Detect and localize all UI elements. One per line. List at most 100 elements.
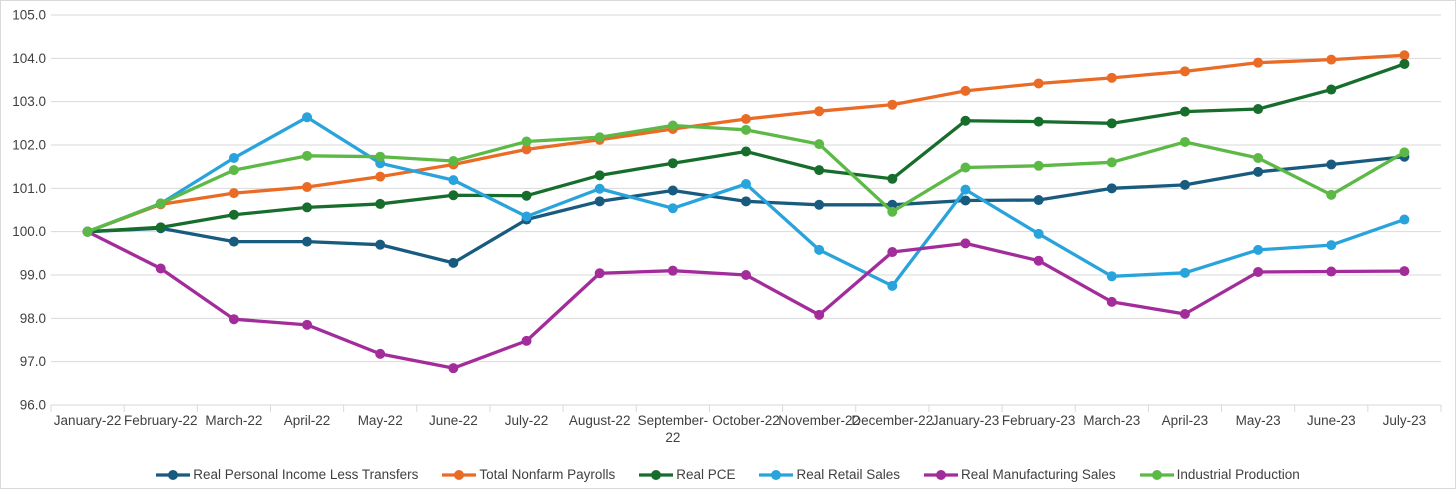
data-point-real-pce[interactable] (521, 190, 532, 201)
series-line-industrial-production[interactable] (85, 123, 1407, 234)
data-point-real-manufacturing-sales[interactable] (448, 363, 459, 374)
data-point-real-retail-sales[interactable] (1253, 244, 1264, 255)
data-point-industrial-production[interactable] (594, 132, 605, 143)
data-point-real-personal-income-less-transfers[interactable] (741, 196, 751, 207)
data-point-real-retail-sales[interactable] (521, 211, 532, 222)
data-point-total-nonfarm-payrolls[interactable] (960, 85, 971, 96)
data-point-real-personal-income-less-transfers[interactable] (667, 185, 678, 196)
legend-item-real-retail-sales[interactable]: Real Retail Sales (759, 467, 900, 482)
data-point-real-pce[interactable] (302, 202, 313, 213)
data-point-real-manufacturing-sales[interactable] (1179, 309, 1190, 319)
data-point-real-manufacturing-sales[interactable] (1033, 255, 1044, 266)
data-point-real-pce[interactable] (228, 209, 239, 220)
data-point-industrial-production[interactable] (741, 124, 751, 135)
data-point-industrial-production[interactable] (1253, 153, 1264, 163)
data-point-real-personal-income-less-transfers[interactable] (1253, 166, 1264, 177)
data-point-total-nonfarm-payrolls[interactable] (814, 106, 825, 117)
data-point-real-retail-sales[interactable] (302, 112, 313, 123)
data-point-industrial-production[interactable] (814, 139, 825, 150)
data-point-real-manufacturing-sales[interactable] (960, 238, 971, 249)
data-point-real-retail-sales[interactable] (448, 175, 459, 186)
data-point-real-personal-income-less-transfers[interactable] (1106, 183, 1117, 194)
data-point-industrial-production[interactable] (667, 120, 678, 131)
data-point-industrial-production[interactable] (82, 226, 93, 237)
series-line-real-manufacturing-sales[interactable] (85, 230, 1407, 370)
data-point-real-manufacturing-sales[interactable] (741, 270, 751, 280)
data-point-total-nonfarm-payrolls[interactable] (1106, 72, 1117, 83)
data-point-real-pce[interactable] (1326, 84, 1337, 95)
data-point-real-personal-income-less-transfers[interactable] (814, 199, 825, 210)
data-point-real-manufacturing-sales[interactable] (1399, 266, 1410, 277)
data-point-real-manufacturing-sales[interactable] (1326, 266, 1337, 277)
legend-item-real-personal-income-less-transfers[interactable]: Real Personal Income Less Transfers (156, 467, 418, 482)
data-point-real-retail-sales[interactable] (1399, 214, 1410, 225)
data-point-real-pce[interactable] (814, 165, 825, 176)
data-point-real-retail-sales[interactable] (1179, 267, 1190, 278)
data-point-industrial-production[interactable] (1179, 136, 1190, 147)
data-point-real-manufacturing-sales[interactable] (887, 247, 898, 258)
data-point-real-pce[interactable] (960, 115, 971, 126)
data-point-industrial-production[interactable] (155, 198, 166, 209)
data-point-real-personal-income-less-transfers[interactable] (375, 239, 386, 250)
legend-item-total-nonfarm-payrolls[interactable]: Total Nonfarm Payrolls (442, 467, 615, 482)
data-point-real-personal-income-less-transfers[interactable] (302, 236, 313, 247)
data-point-real-pce[interactable] (1106, 118, 1117, 129)
data-point-real-pce[interactable] (887, 173, 898, 184)
data-point-industrial-production[interactable] (1033, 160, 1044, 171)
data-point-industrial-production[interactable] (302, 150, 313, 161)
data-point-real-manufacturing-sales[interactable] (1253, 266, 1264, 277)
data-point-real-manufacturing-sales[interactable] (667, 265, 678, 276)
data-point-real-manufacturing-sales[interactable] (375, 348, 386, 359)
data-point-real-pce[interactable] (155, 222, 166, 233)
legend-item-real-pce[interactable]: Real PCE (639, 467, 735, 482)
data-point-real-pce[interactable] (1033, 116, 1044, 127)
data-point-real-pce[interactable] (1179, 106, 1190, 117)
data-point-real-retail-sales[interactable] (1326, 240, 1337, 251)
data-point-real-personal-income-less-transfers[interactable] (594, 196, 605, 207)
data-point-total-nonfarm-payrolls[interactable] (1253, 57, 1264, 68)
data-point-real-pce[interactable] (667, 158, 678, 169)
data-point-industrial-production[interactable] (1326, 189, 1337, 200)
data-point-real-pce[interactable] (741, 146, 751, 157)
data-point-total-nonfarm-payrolls[interactable] (302, 182, 313, 193)
data-point-real-personal-income-less-transfers[interactable] (960, 195, 971, 206)
data-point-real-manufacturing-sales[interactable] (302, 319, 313, 330)
data-point-total-nonfarm-payrolls[interactable] (741, 114, 751, 124)
data-point-industrial-production[interactable] (228, 165, 239, 176)
data-point-real-pce[interactable] (375, 198, 386, 209)
data-point-real-personal-income-less-transfers[interactable] (1326, 159, 1337, 170)
data-point-real-personal-income-less-transfers[interactable] (228, 236, 239, 247)
data-point-industrial-production[interactable] (1399, 147, 1410, 158)
legend-item-industrial-production[interactable]: Industrial Production (1139, 467, 1300, 482)
data-point-real-retail-sales[interactable] (667, 203, 678, 214)
data-point-real-pce[interactable] (594, 170, 605, 181)
data-point-real-retail-sales[interactable] (741, 179, 751, 189)
data-point-industrial-production[interactable] (887, 206, 898, 217)
data-point-total-nonfarm-payrolls[interactable] (521, 144, 532, 155)
data-point-real-retail-sales[interactable] (1033, 228, 1044, 239)
data-point-real-retail-sales[interactable] (960, 184, 971, 195)
data-point-real-manufacturing-sales[interactable] (228, 314, 239, 325)
data-point-total-nonfarm-payrolls[interactable] (375, 171, 386, 182)
data-point-real-retail-sales[interactable] (1106, 271, 1117, 282)
data-point-real-manufacturing-sales[interactable] (155, 263, 166, 274)
data-point-total-nonfarm-payrolls[interactable] (1326, 54, 1337, 65)
data-point-real-pce[interactable] (448, 190, 459, 201)
data-point-real-manufacturing-sales[interactable] (1106, 296, 1117, 307)
data-point-total-nonfarm-payrolls[interactable] (1399, 50, 1410, 61)
data-point-real-pce[interactable] (1399, 58, 1410, 69)
data-point-total-nonfarm-payrolls[interactable] (887, 99, 898, 110)
data-point-real-manufacturing-sales[interactable] (521, 335, 532, 346)
data-point-real-retail-sales[interactable] (814, 244, 825, 255)
data-point-industrial-production[interactable] (448, 156, 459, 167)
data-point-industrial-production[interactable] (1106, 157, 1117, 168)
data-point-industrial-production[interactable] (960, 162, 971, 173)
data-point-industrial-production[interactable] (375, 151, 386, 162)
data-point-real-personal-income-less-transfers[interactable] (1179, 179, 1190, 190)
data-point-real-retail-sales[interactable] (228, 153, 239, 163)
data-point-real-personal-income-less-transfers[interactable] (448, 257, 459, 268)
data-point-real-manufacturing-sales[interactable] (814, 309, 825, 320)
data-point-total-nonfarm-payrolls[interactable] (1179, 66, 1190, 77)
data-point-total-nonfarm-payrolls[interactable] (1033, 78, 1044, 89)
data-point-total-nonfarm-payrolls[interactable] (228, 188, 239, 199)
